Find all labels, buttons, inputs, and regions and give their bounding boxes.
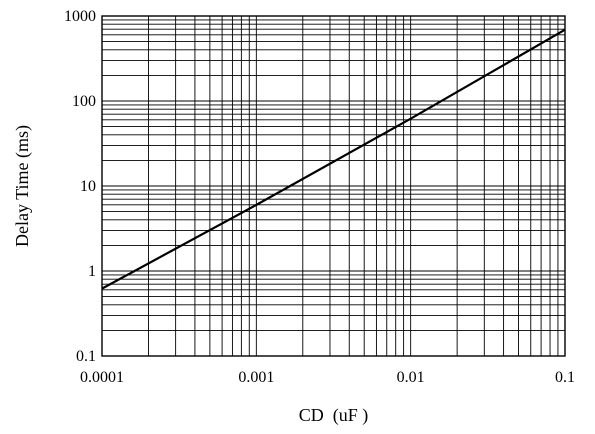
- x-axis-title: CD (uF ): [299, 405, 369, 426]
- y-axis-title: Delay Time (ms): [12, 125, 33, 247]
- plot-frame: [101, 15, 566, 357]
- plot-grid: [101, 16, 565, 357]
- x-tick-label: 0.0001: [80, 369, 124, 386]
- y-tick-label: 10: [80, 178, 96, 195]
- x-tick-label: 0.01: [397, 369, 425, 386]
- series-line-1: [101, 28, 566, 290]
- x-tick-labels: 0.0001 0.001 0.01 0.1: [80, 369, 575, 386]
- y-tick-label: 0.1: [76, 348, 96, 365]
- series-group: [101, 28, 566, 290]
- y-tick-label: 1: [88, 263, 96, 280]
- x-tick-label: 0.1: [555, 369, 575, 386]
- y-tick-label: 1000: [64, 8, 96, 25]
- x-tick-label: 0.001: [238, 369, 274, 386]
- y-tick-label: 100: [72, 93, 96, 110]
- y-tick-labels: 0.1 1 10 100 1000: [64, 8, 96, 365]
